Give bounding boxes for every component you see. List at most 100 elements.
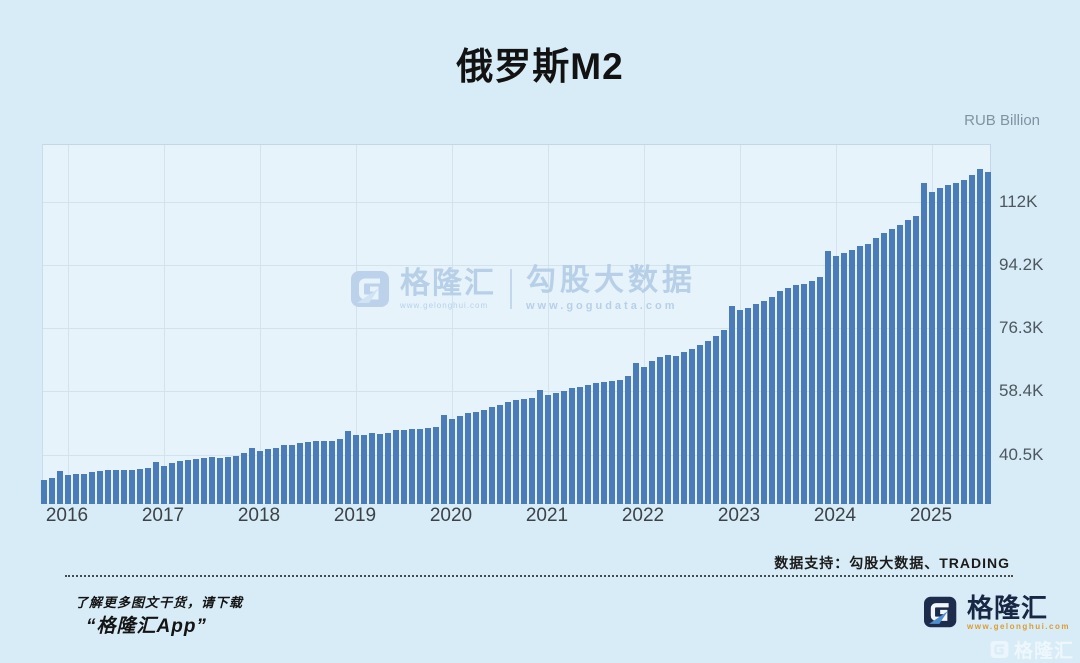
bar <box>208 457 216 504</box>
bar <box>504 402 512 504</box>
bar <box>432 426 440 504</box>
bar <box>968 175 976 504</box>
bar <box>552 392 560 504</box>
watermark-product: 勾股大数据 www.gogudata.com <box>526 264 696 313</box>
footer-brand-url: www.gelonghui.com <box>967 622 1070 631</box>
bar <box>120 469 128 504</box>
bar <box>320 441 328 504</box>
bar <box>896 224 904 504</box>
bar <box>80 473 88 504</box>
bar <box>104 470 112 504</box>
chart-title: 俄罗斯M2 <box>456 46 624 87</box>
y-tick-label: 40.5K <box>999 444 1044 464</box>
bar <box>176 461 184 504</box>
bar <box>632 363 640 504</box>
footer-promo-line1: 了解更多图文干货，请下载 <box>75 595 244 610</box>
gelonghui-logo-icon <box>924 596 957 628</box>
bar <box>944 184 952 504</box>
bar <box>344 431 352 504</box>
x-tick-label: 2017 <box>141 505 185 526</box>
gelonghui-logo-icon <box>351 271 389 307</box>
bar <box>56 471 64 504</box>
bar <box>544 395 552 504</box>
bar <box>568 388 576 504</box>
watermark-brand-url: www.gelonghui.com <box>400 300 489 310</box>
bar <box>672 356 680 504</box>
bar <box>752 303 760 504</box>
gridline <box>452 145 453 503</box>
bar <box>296 442 304 504</box>
bar <box>808 281 816 504</box>
bar <box>880 233 888 504</box>
bar <box>488 407 496 504</box>
bar <box>464 412 472 504</box>
watermark-product-name: 勾股大数据 <box>526 264 696 297</box>
bar <box>536 390 544 504</box>
bar <box>408 429 416 504</box>
bar <box>584 384 592 504</box>
data-support-note: 数据支持：勾股大数据、TRADING <box>774 555 1010 571</box>
bar <box>712 336 720 504</box>
bar <box>424 427 432 504</box>
bar <box>416 429 424 504</box>
bar <box>984 171 992 504</box>
gridline <box>43 264 990 266</box>
bar <box>96 471 104 504</box>
bar <box>680 352 688 504</box>
bar <box>336 438 344 504</box>
bar <box>640 366 648 504</box>
bar <box>936 187 944 504</box>
bar <box>784 288 792 504</box>
bar <box>792 285 800 504</box>
bar <box>736 310 744 504</box>
footer-divider <box>65 575 1013 577</box>
x-tick-label: 2016 <box>45 505 89 526</box>
bar <box>776 291 784 504</box>
bar <box>528 398 536 504</box>
bar <box>832 256 840 504</box>
bar <box>608 380 616 504</box>
gridline <box>260 145 261 503</box>
bar <box>256 450 264 504</box>
bar <box>664 355 672 504</box>
bar <box>960 180 968 504</box>
bar <box>240 453 248 504</box>
x-tick-label: 2022 <box>621 505 665 526</box>
gridline <box>43 201 990 203</box>
bar <box>232 455 240 504</box>
bar <box>856 246 864 504</box>
x-tick-label: 2019 <box>333 505 377 526</box>
bar <box>312 441 320 504</box>
bar <box>864 244 872 504</box>
x-tick-label: 2021 <box>525 505 569 526</box>
bar <box>704 341 712 504</box>
bar <box>768 297 776 504</box>
bar <box>88 471 96 504</box>
corner-watermark-text: 格隆汇 <box>1013 641 1074 662</box>
x-tick-label: 2024 <box>813 505 857 526</box>
bar <box>520 399 528 504</box>
x-tick-label: 2023 <box>717 505 761 526</box>
y-tick-label: 94.2K <box>999 254 1044 274</box>
bar <box>920 182 928 504</box>
bar <box>952 182 960 504</box>
bar <box>480 410 488 504</box>
bar <box>720 329 728 504</box>
gridline <box>644 145 645 503</box>
gridline <box>43 327 990 329</box>
watermark-divider <box>510 269 512 309</box>
gridline <box>164 145 165 503</box>
bar <box>904 220 912 504</box>
bar <box>840 252 848 504</box>
y-tick-label: 112K <box>999 191 1038 211</box>
bar <box>912 215 920 504</box>
y-axis-unit-label: RUB Billion <box>964 112 1040 129</box>
bar <box>152 461 160 504</box>
bar <box>400 430 408 504</box>
x-tick-label: 2018 <box>237 505 281 526</box>
bar <box>760 300 768 504</box>
bar <box>128 470 136 504</box>
gridline <box>548 145 549 503</box>
bar <box>384 432 392 504</box>
bar <box>496 405 504 504</box>
